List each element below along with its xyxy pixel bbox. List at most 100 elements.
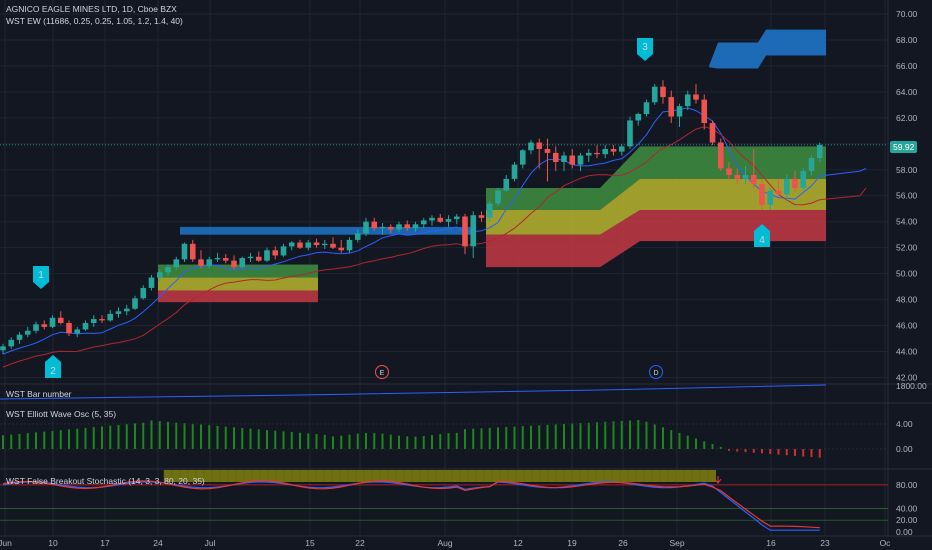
price-axis-label: 70.00 [896,9,918,19]
candle-body [8,339,15,347]
candle-body [371,221,378,229]
time-axis: Jun 10 17 24 Jul 15 22 Aug 12 19 26 Sep 16 23 Oc [0,538,891,548]
candle-body [783,178,790,195]
price-axis-label: 46.00 [896,321,918,331]
candle-body [577,155,584,165]
stochastic-pane-title[interactable]: WST False Breakout Stochastic (14, 3, 3,… [6,476,205,486]
wave-badge-label: 3 [642,42,648,53]
candle-body [379,226,386,229]
stochastic-axis-label: 80.00 [896,480,918,490]
candles [0,80,823,355]
wave-label-2: 2 [45,355,61,378]
time-axis-label: 19 [567,538,577,548]
dividend-marker[interactable]: D [649,365,663,379]
last-price-badge: 59.92 [890,141,918,153]
price-axis-label: 42.00 [896,373,918,383]
candle-body [107,313,114,321]
candle-body [165,267,171,273]
bar-number-pane-title[interactable]: WST Bar number [6,389,72,399]
candle-body [651,86,658,103]
candle-body [660,86,666,98]
time-axis-label: 12 [513,538,523,548]
candle-body [16,334,23,340]
time-axis-label: 26 [618,538,628,548]
candle-body [156,272,163,278]
price-axis-label: 50.00 [896,269,918,279]
time-axis-label: 24 [153,538,163,548]
elliott-axis-label: 0.00 [896,444,913,454]
candle-body [453,216,460,220]
candle-body [49,317,56,327]
candle-body [57,317,64,323]
wave-label-3: 3 [637,38,653,61]
candle-body [709,123,716,143]
price-axis-label: 52.00 [896,243,918,253]
zone-green [158,264,318,278]
candle-body [74,329,81,334]
candle-body [734,174,741,179]
candle-body [594,152,600,155]
candle-body [536,142,543,150]
candle-body [346,239,353,251]
candle-body [775,190,782,195]
candle-body [726,168,732,175]
stochastic-d-line [2,480,820,529]
candle-body [569,155,576,165]
candle-body [90,319,97,323]
elliott-axis-label: 4.00 [896,419,913,429]
price-axis-label: 44.00 [896,347,918,357]
candle-body [214,258,221,260]
candle-body [750,174,757,185]
zone-red [158,290,318,303]
candle-body [602,149,609,155]
candle-body [132,298,138,309]
price-grid [0,0,888,536]
candle-body [552,152,559,162]
candle-body [24,330,31,335]
candle-body [41,324,48,327]
price-axis-label: 58.00 [896,165,918,175]
time-axis-label: 16 [766,538,776,548]
stochastic-axis-label: 20.00 [896,515,918,525]
candle-body [561,155,567,162]
wave-badge-label: 1 [38,270,44,281]
candle-body [189,243,196,260]
stochastic-breakout-band [164,470,716,482]
candle-body [247,256,254,259]
earnings-marker[interactable]: E [375,365,389,379]
candle-body [676,106,683,117]
elliott-pane-title[interactable]: WST Elliott Wave Osc (5, 35) [6,409,117,419]
candle-body [478,215,485,218]
time-axis-label: 22 [355,538,365,548]
indicator-legend[interactable]: WST EW (11686, 0.25, 0.25, 1.05, 1.2, 1.… [6,16,183,26]
stochastic-signal-arrow-icon [714,476,722,484]
price-axis-label: 66.00 [896,61,918,71]
price-axis-label: 54.00 [896,217,918,227]
candle-body [701,99,708,124]
symbol-legend[interactable]: AGNICO EAGLE MINES LTD, 1D, Cboe BZX [6,4,177,14]
candle-body [528,142,534,151]
candle-body [354,233,361,240]
time-axis-label: 17 [100,538,110,548]
zone-blue-target [709,29,826,69]
candle-body [684,94,691,107]
candle-body [140,287,147,299]
candle-body [363,221,369,234]
candle-body [33,324,39,331]
candle-body [429,217,435,221]
price-axis-label: 68.00 [896,35,918,45]
candle-body [313,242,320,246]
candle-body [272,250,279,256]
candle-body [668,97,675,117]
candle-body [800,171,807,188]
time-axis-label: Jul [205,538,216,548]
ma-red-line [2,126,867,368]
candle-body [610,149,617,152]
price-axis-label: 62.00 [896,113,918,123]
candle-body [445,219,452,222]
candle-body [816,144,823,159]
candle-body [82,322,89,330]
candle-body [99,319,105,321]
